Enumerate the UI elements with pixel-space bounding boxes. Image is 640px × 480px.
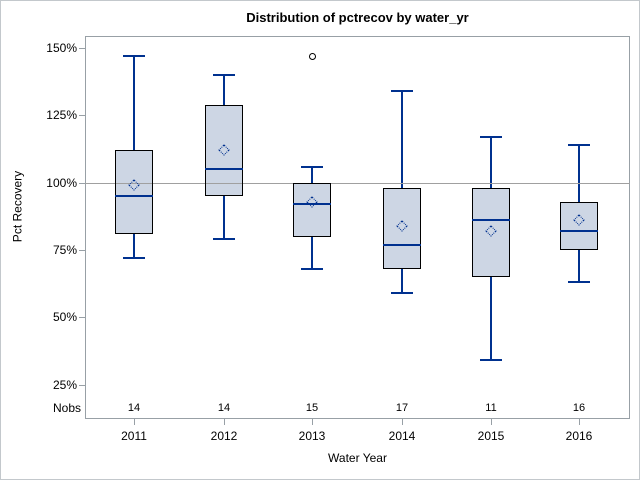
whisker-top-2016	[578, 144, 580, 202]
x-tick-label-2011: 2011	[121, 429, 147, 443]
whisker-cap-min-2012	[213, 238, 235, 241]
box-2011	[115, 150, 153, 234]
whisker-bottom-2015	[490, 276, 492, 361]
whisker-top-2014	[401, 91, 403, 189]
y-tick-50	[79, 317, 85, 318]
median-line-2011	[115, 195, 153, 198]
box-fill-2012	[205, 104, 243, 197]
x-tick-label-2012: 2012	[210, 429, 238, 443]
x-tick-label-2014: 2014	[388, 429, 416, 443]
box-2016	[560, 201, 598, 251]
y-tick-label-50: 50%	[52, 310, 77, 324]
whisker-bottom-2016	[578, 250, 580, 283]
whisker-cap-min-2014	[391, 292, 413, 295]
box-2013	[293, 182, 331, 237]
box-2014	[383, 188, 421, 269]
whisker-bottom-2012	[223, 196, 225, 240]
box-2012	[205, 104, 243, 197]
nobs-value-2016: 16	[572, 402, 586, 414]
y-axis-title: Pct Recovery	[10, 170, 25, 243]
y-tick-125	[79, 115, 85, 116]
whisker-cap-min-2015	[480, 359, 502, 362]
whisker-bottom-2013	[311, 236, 313, 269]
x-tick-2015	[491, 419, 492, 425]
y-tick-25	[79, 385, 85, 386]
whisker-cap-min-2011	[123, 257, 145, 260]
plot-frame	[85, 36, 630, 419]
whisker-cap-max-2015	[480, 135, 502, 138]
y-tick-100	[79, 183, 85, 184]
x-tick-label-2016: 2016	[565, 429, 593, 443]
whisker-bottom-2014	[401, 268, 403, 294]
nobs-value-2015: 11	[485, 402, 497, 414]
box-fill-2011	[115, 150, 153, 234]
box-fill-2013	[293, 182, 331, 237]
nobs-value-2013: 15	[305, 402, 319, 414]
y-tick-150	[79, 48, 85, 49]
whisker-cap-max-2014	[391, 90, 413, 93]
whisker-cap-min-2013	[301, 267, 323, 270]
chart-title: Distribution of pctrecov by water_yr	[246, 10, 469, 25]
nobs-value-2014: 17	[395, 402, 409, 414]
median-line-2014	[383, 243, 421, 246]
whisker-top-2013	[311, 166, 313, 183]
x-tick-2016	[579, 419, 580, 425]
whisker-top-2015	[490, 136, 492, 189]
y-tick-label-150: 150%	[46, 41, 77, 55]
box-2015	[472, 188, 510, 277]
median-line-2012	[205, 168, 243, 171]
nobs-value-2012: 14	[217, 402, 231, 414]
whisker-bottom-2011	[133, 233, 135, 259]
box-fill-2016	[560, 201, 598, 251]
whisker-top-2012	[223, 74, 225, 105]
box-fill-2015	[472, 188, 510, 277]
whisker-cap-min-2016	[568, 281, 590, 284]
whisker-cap-max-2016	[568, 143, 590, 146]
x-tick-2014	[402, 419, 403, 425]
box-fill-2014	[383, 188, 421, 269]
x-axis-title: Water Year	[328, 451, 387, 465]
nobs-row-label: Nobs	[52, 401, 81, 415]
reference-line-100pct	[85, 183, 630, 184]
whisker-cap-max-2012	[213, 73, 235, 76]
median-line-2016	[560, 230, 598, 233]
y-tick-label-125: 125%	[46, 108, 77, 122]
x-tick-2012	[224, 419, 225, 425]
y-tick-label-100: 100%	[46, 176, 77, 190]
y-tick-label-25: 25%	[52, 378, 77, 392]
whisker-cap-max-2011	[123, 55, 145, 58]
nobs-value-2011: 14	[127, 402, 141, 414]
whisker-top-2011	[133, 56, 135, 151]
y-tick-label-75: 75%	[52, 243, 77, 257]
median-line-2015	[472, 219, 510, 222]
whisker-cap-max-2013	[301, 165, 323, 168]
x-tick-label-2013: 2013	[298, 429, 326, 443]
x-tick-label-2015: 2015	[477, 429, 505, 443]
median-line-2013	[293, 203, 331, 206]
outlier-2013-0	[308, 52, 316, 60]
y-tick-75	[79, 250, 85, 251]
x-tick-2011	[134, 419, 135, 425]
x-tick-2013	[312, 419, 313, 425]
